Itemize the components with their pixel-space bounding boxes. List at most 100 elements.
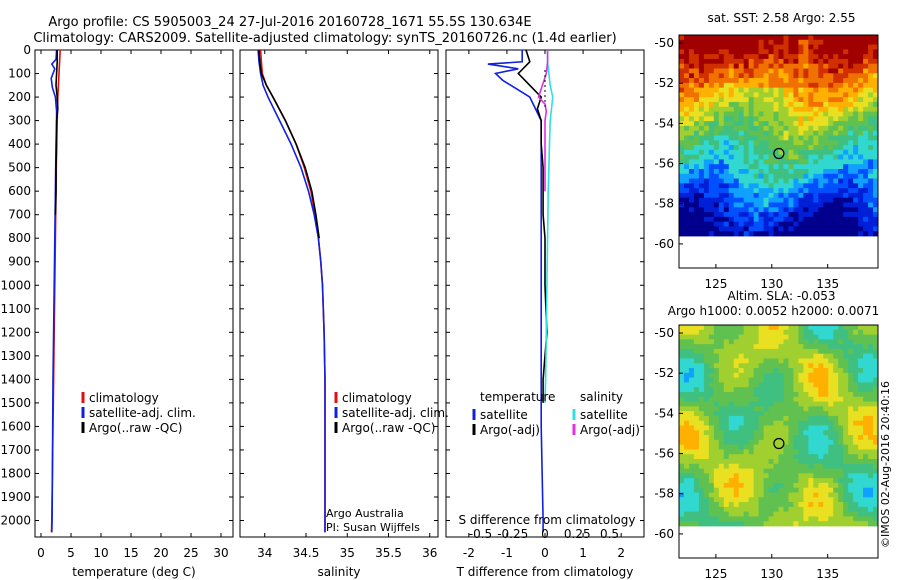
map-cell bbox=[858, 363, 864, 369]
map-cell bbox=[823, 377, 829, 383]
map-cell bbox=[693, 387, 700, 393]
map-cell bbox=[848, 54, 854, 60]
map-cell bbox=[828, 420, 834, 426]
map-cell bbox=[679, 212, 685, 218]
map-cell bbox=[813, 382, 819, 388]
map-cell bbox=[803, 178, 809, 184]
map-cell bbox=[703, 130, 710, 136]
map-cell bbox=[783, 63, 789, 69]
map-cell bbox=[743, 78, 750, 84]
map-title: Altim. SLA: -0.053 bbox=[727, 289, 835, 303]
map-cell bbox=[763, 173, 769, 179]
map-cell bbox=[753, 111, 760, 117]
map-cell bbox=[823, 149, 829, 156]
map-cell bbox=[733, 411, 740, 417]
map-cell bbox=[713, 497, 720, 503]
map-cell bbox=[763, 329, 769, 335]
map-cell bbox=[693, 97, 700, 103]
map-cell bbox=[828, 497, 834, 503]
map-cell bbox=[798, 492, 804, 498]
map-cell bbox=[679, 392, 685, 398]
map-cell bbox=[708, 406, 715, 412]
map-cell bbox=[788, 54, 794, 60]
map-cell bbox=[733, 439, 740, 446]
top-axis-label: S difference from climatology bbox=[459, 513, 636, 527]
map-cell bbox=[798, 82, 804, 89]
map-cell bbox=[868, 521, 874, 527]
map-cell bbox=[708, 54, 715, 60]
map-cell bbox=[688, 58, 695, 65]
map-cell bbox=[768, 425, 774, 431]
map-cell bbox=[853, 396, 859, 402]
map-cell bbox=[863, 348, 869, 355]
map-cell bbox=[808, 392, 814, 398]
map-cell bbox=[823, 63, 829, 69]
map-cell bbox=[763, 348, 769, 355]
map-cell bbox=[743, 411, 750, 417]
pi-note: PI: Susan Wijffels bbox=[326, 521, 420, 534]
map-cell bbox=[758, 68, 764, 74]
map-cell bbox=[753, 449, 760, 455]
map-cell bbox=[728, 159, 735, 165]
map-cell bbox=[763, 344, 769, 350]
map-cell bbox=[858, 106, 864, 112]
map-cell bbox=[788, 387, 794, 393]
map-cell bbox=[843, 473, 849, 479]
map-cell bbox=[868, 344, 874, 350]
map-cell bbox=[803, 449, 809, 455]
map-cell bbox=[723, 202, 730, 208]
map-cell bbox=[743, 92, 750, 98]
map-cell bbox=[848, 207, 854, 213]
map-cell bbox=[703, 73, 710, 79]
map-cell bbox=[698, 183, 705, 189]
map-cell bbox=[728, 439, 735, 446]
map-cell bbox=[818, 435, 824, 441]
map-cell bbox=[863, 154, 869, 160]
map-cell bbox=[778, 439, 784, 446]
map-cell bbox=[818, 188, 824, 194]
map-cell bbox=[688, 415, 695, 422]
map-cell bbox=[738, 487, 745, 493]
map-cell bbox=[843, 430, 849, 436]
map-cell bbox=[778, 78, 784, 84]
map-cell bbox=[793, 221, 799, 227]
map-cell bbox=[763, 387, 769, 393]
map-cell bbox=[688, 430, 695, 436]
map-cell bbox=[833, 78, 839, 84]
map-cell bbox=[763, 487, 769, 493]
y-tick-label: 400 bbox=[8, 137, 31, 151]
map-cell bbox=[773, 382, 779, 388]
map-cell bbox=[693, 221, 700, 227]
map-cell bbox=[758, 44, 764, 50]
map-cell bbox=[853, 325, 859, 331]
map-cell bbox=[708, 140, 715, 146]
map-cell bbox=[843, 106, 849, 112]
map-cell bbox=[718, 411, 725, 417]
map-cell bbox=[683, 87, 690, 93]
map-cell bbox=[718, 497, 725, 503]
map-cell bbox=[818, 54, 824, 60]
map-cell bbox=[683, 97, 690, 103]
map-cell bbox=[808, 154, 814, 160]
x-tick-label: 30 bbox=[213, 546, 228, 560]
map-cell bbox=[793, 334, 799, 340]
map-cell bbox=[748, 183, 755, 189]
map-cell bbox=[713, 487, 720, 493]
map-cell bbox=[868, 159, 874, 165]
map-cell bbox=[703, 368, 710, 374]
map-cell bbox=[688, 334, 695, 340]
map-cell bbox=[708, 39, 715, 45]
map-cell bbox=[693, 87, 700, 93]
map-cell bbox=[738, 454, 745, 460]
map-cell bbox=[748, 35, 755, 41]
map-cell bbox=[733, 159, 740, 165]
map-cell bbox=[868, 39, 874, 45]
map-cell bbox=[679, 506, 685, 513]
map-cell bbox=[838, 425, 844, 431]
map-cell bbox=[873, 497, 879, 503]
map-cell bbox=[868, 97, 874, 103]
map-cell bbox=[793, 63, 799, 69]
map-cell bbox=[813, 449, 819, 455]
map-cell bbox=[718, 116, 725, 122]
